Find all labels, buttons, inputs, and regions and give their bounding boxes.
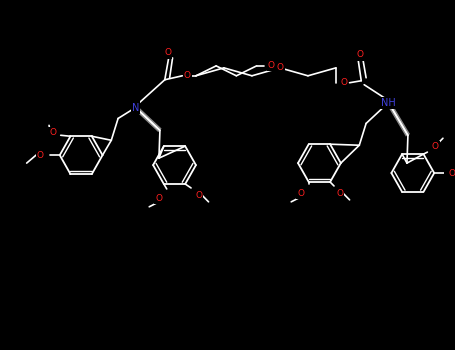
Text: O: O: [336, 189, 344, 198]
Text: O: O: [448, 168, 455, 177]
Text: O: O: [268, 61, 275, 70]
Text: O: O: [164, 49, 171, 57]
Text: O: O: [357, 50, 364, 60]
Text: O: O: [340, 78, 347, 87]
Text: O: O: [277, 63, 283, 72]
Text: O: O: [195, 191, 202, 201]
Text: O: O: [298, 189, 304, 198]
Text: O: O: [432, 142, 439, 151]
Text: O: O: [184, 71, 191, 80]
Text: NH: NH: [381, 98, 396, 107]
Text: N: N: [132, 103, 139, 113]
Text: O: O: [37, 150, 44, 160]
Text: O: O: [156, 194, 162, 203]
Text: O: O: [50, 128, 56, 137]
